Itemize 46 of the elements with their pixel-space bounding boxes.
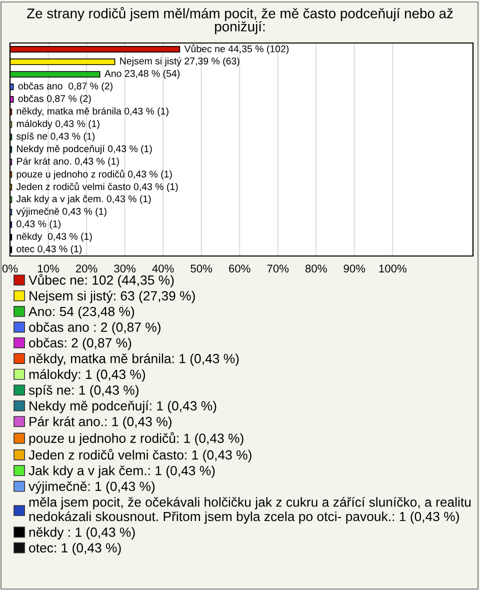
x-tick-label: 30% [114,264,136,272]
data-label: Nejsem si jistý 27,39 % (63) [120,57,240,66]
data-label: málokdy 0,43 % (1) [16,120,100,130]
x-tick-label: 60% [229,264,250,272]
data-label: Jeden z rodičů velmi často 0,43 % (1) [16,182,178,192]
x-tick-label: 80% [305,264,327,272]
x-tick-label: 70% [267,264,289,272]
data-label: Ano 23,48 % (54) [104,70,180,79]
data-label: výjimečně 0,43 % (1) [16,208,106,217]
legend-label: otec: 1 (0,43 %) [29,542,121,556]
legend-label: výjimečně: 1 (0,43 %) [28,481,155,494]
legend-label: někdy : 1 (0,43 %) [29,527,135,540]
x-tick-label: 90% [344,264,366,272]
legend-label: Pár krát ano.: 1 (0,43 %) [30,416,172,429]
legend-label: málokdy: 1 (0,43 %) [29,369,146,382]
chart-title: Ze strany rodičů jsem měl/mám pocit, že mě často podceňují nebo až ponižují: [27,7,453,34]
data-label: Jak kdy a v jak čem. 0,43 % (1) [16,195,151,204]
data-label: občas 0,87 % (2) [18,94,91,104]
data-label: spíš ne 0,43 % (1) [16,132,95,142]
legend-label: někdy, matka mě bránila: 1 (0,43 %) [29,353,239,366]
x-tick-label: 40% [152,264,174,272]
legend-label: Jak kdy a v jak čem.: 1 (0,43 %) [28,466,215,478]
data-label: někdy, matka mě bránila 0,43 % (1) [16,107,168,116]
legend-label: Jeden z rodičů velmi často: 1 (0,43 %) [28,448,252,462]
x-tick-label: 10% [38,264,59,272]
data-label: otec 0,43 % (1) [16,245,82,254]
legend-label: Nejsem si jistý: 63 (27,39 %) [30,290,195,304]
data-label: 0,43 % (1) [16,220,60,230]
data-label: občas ano 0,87 % (2) [18,82,112,92]
legend-label: pouze u jednoho z rodičů: 1 (0,43 %) [29,432,244,446]
x-tick-label: 50% [190,264,212,272]
legend-label: občas: 2 (0,87 %) [29,338,132,350]
x-tick-label: 20% [76,264,98,272]
data-label: pouze u jednoho z rodičů 0,43 % (1) [16,170,172,180]
data-label: někdy 0,43 % (1) [16,232,92,242]
data-label: Vůbec ne 44,35 % (102) [184,44,289,54]
data-label: Nekdy mě podceňují 0,43 % (1) [17,144,152,154]
data-label: Pár krát ano. 0,43 % (1) [17,157,119,167]
legend-label: Vůbec ne: 102 (44,35 %) [28,274,174,288]
legend-label: spíš ne: 1 (0,43 %) [28,384,138,398]
x-tick-label: 0% [2,264,18,272]
legend-label: Nekdy mě podceňují: 1 (0,43 %) [30,400,216,414]
legend-label: občas ano : 2 (0,87 %) [29,322,160,334]
legend-label: Ano: 54 (23,48 %) [28,306,134,319]
legend-label: měla jsem pocit, že očekávali holčičku jak z cukru a zářící sluníčko, a realitu nedokázali skousnout. Přitom jsem byla zcela po otci- pavouk.: 1 (0,43 %) [29,496,471,524]
x-tick-label: 100% [379,264,406,272]
